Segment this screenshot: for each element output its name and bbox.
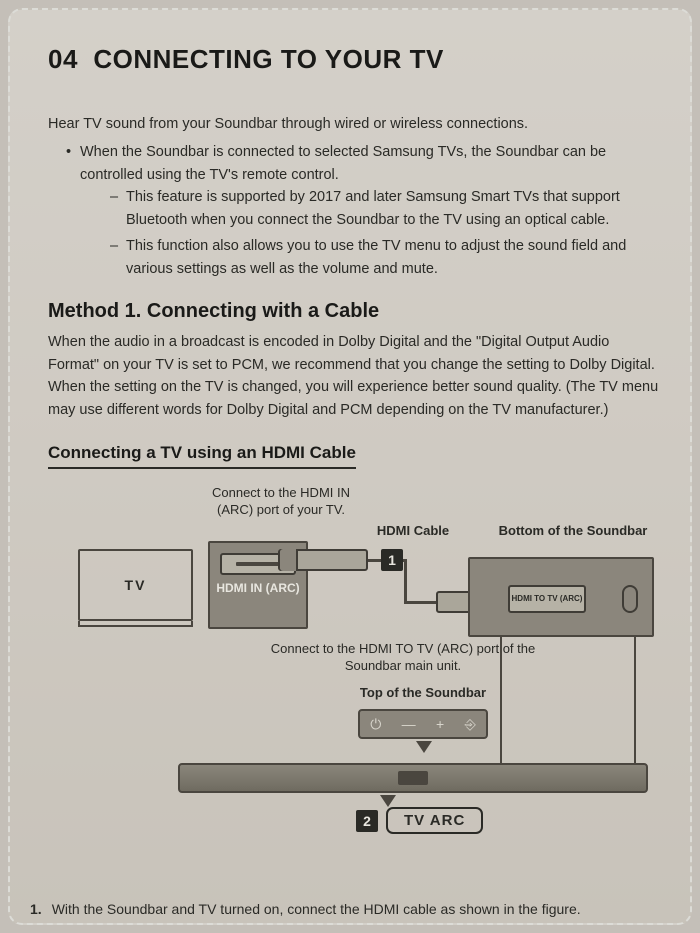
hdmi-to-tv-label: HDMI TO TV (ARC) bbox=[512, 595, 583, 603]
bottom-step: 1. With the Soundbar and TV turned on, co… bbox=[30, 901, 581, 917]
list-item: This feature is supported by 2017 and la… bbox=[110, 186, 662, 231]
section-number: 04 bbox=[48, 44, 78, 74]
source-icon: ⎆ bbox=[465, 716, 476, 733]
soundbar-body bbox=[178, 763, 648, 793]
list-item: When the Soundbar is connected to select… bbox=[66, 141, 662, 280]
hdmi-in-label: HDMI IN (ARC) bbox=[210, 581, 306, 596]
hdmi-plug-left bbox=[278, 549, 368, 571]
step-2-badge: 2 bbox=[356, 810, 378, 832]
tvarc-row: 2 TV ARC bbox=[356, 807, 483, 834]
step-text: With the Soundbar and TV turned on, conn… bbox=[52, 901, 581, 917]
bottom-soundbar-label: Bottom of the Soundbar bbox=[488, 523, 658, 540]
tv-text: TV bbox=[125, 577, 147, 593]
minus-icon: — bbox=[402, 716, 416, 732]
sub-section-title: Connecting a TV using an HDMI Cable bbox=[48, 443, 356, 469]
page-title: 04 CONNECTING TO YOUR TV bbox=[48, 44, 662, 75]
method-title: Method 1. Connecting with a Cable bbox=[48, 300, 662, 323]
page-frame: 04 CONNECTING TO YOUR TV Hear TV sound f… bbox=[8, 8, 692, 925]
soundbar-top-panel: ⏻ — + ⎆ bbox=[358, 709, 488, 739]
top-soundbar-label: Top of the Soundbar bbox=[348, 685, 498, 702]
step-number: 1. bbox=[30, 901, 42, 917]
hdmi-to-tv-port: HDMI TO TV (ARC) bbox=[508, 585, 586, 613]
connect-tv-label: Connect to the HDMI IN (ARC) port of you… bbox=[196, 485, 366, 519]
dash-list: This feature is supported by 2017 and la… bbox=[80, 186, 662, 280]
connection-diagram: Connect to the HDMI IN (ARC) port of you… bbox=[48, 485, 662, 845]
tv-icon: TV bbox=[78, 549, 193, 627]
sub-section-wrap: Connecting a TV using an HDMI Cable bbox=[48, 421, 662, 469]
list-item: This function also allows you to use the… bbox=[110, 235, 662, 280]
soundbar-port-box: HDMI TO TV (ARC) bbox=[468, 557, 654, 637]
bullet-text: When the Soundbar is connected to select… bbox=[80, 144, 606, 182]
aux-port-icon bbox=[622, 585, 638, 613]
connect-sb-label: Connect to the HDMI TO TV (ARC) port of … bbox=[258, 641, 548, 675]
hdmi-cable-label: HDMI Cable bbox=[368, 523, 458, 540]
section-title: CONNECTING TO YOUR TV bbox=[93, 44, 443, 74]
plus-icon: + bbox=[436, 716, 444, 732]
intro-text: Hear TV sound from your Soundbar through… bbox=[48, 113, 662, 135]
step-1-badge: 1 bbox=[381, 549, 403, 571]
power-icon: ⏻ bbox=[370, 716, 381, 733]
tvarc-display: TV ARC bbox=[386, 807, 483, 834]
method-body: When the audio in a broadcast is encoded… bbox=[48, 331, 662, 421]
bullet-list: When the Soundbar is connected to select… bbox=[48, 141, 662, 280]
